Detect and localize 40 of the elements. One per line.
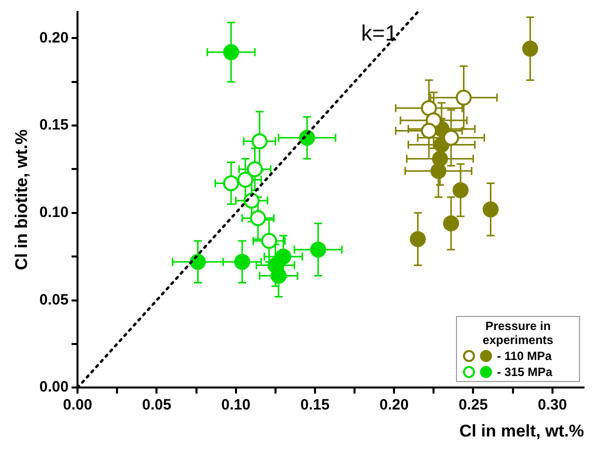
- x-tick-label: 0.15: [300, 396, 330, 414]
- point: [420, 122, 437, 139]
- x-tick-label: 0.00: [62, 396, 92, 414]
- point: [250, 210, 266, 226]
- x-tick-label: 0.30: [538, 396, 567, 414]
- point: [252, 133, 268, 150]
- point: [261, 232, 278, 249]
- x-tick-label: 0.25: [458, 396, 488, 414]
- point: [482, 201, 499, 218]
- point: [246, 161, 263, 178]
- y-tick-label: 0.15: [39, 116, 69, 134]
- point: [270, 268, 287, 284]
- legend-title: Pressure in experiments: [482, 318, 554, 347]
- y-tick-label: 0.05: [39, 291, 69, 308]
- point: [430, 162, 446, 179]
- point: [223, 175, 240, 192]
- point: [443, 215, 460, 232]
- point: [310, 242, 326, 258]
- x-tick-label: 0.05: [142, 396, 172, 414]
- point: [420, 100, 437, 116]
- x-tick-label: 0.20: [379, 396, 409, 414]
- legend-label: - 315 MPa: [497, 364, 552, 379]
- annotation: k=1: [361, 20, 398, 46]
- x-tick-label: 0.10: [221, 396, 250, 414]
- legend-label: - 110 MPa: [497, 348, 552, 363]
- point: [234, 254, 250, 270]
- point: [223, 44, 240, 60]
- y-tick-label: 0.10: [39, 204, 69, 222]
- point: [456, 90, 472, 106]
- point: [190, 254, 206, 270]
- y-axis-title: Cl in biotite, wt.%: [12, 129, 31, 270]
- point: [237, 172, 254, 188]
- point: [443, 130, 460, 146]
- x-axis-title: Cl in melt, wt.%: [459, 421, 584, 440]
- y-tick-label: 0.00: [39, 378, 69, 396]
- point: [452, 182, 469, 198]
- y-tick-label: 0.20: [39, 29, 69, 46]
- point: [410, 231, 426, 248]
- point: [275, 248, 292, 265]
- point: [522, 40, 538, 57]
